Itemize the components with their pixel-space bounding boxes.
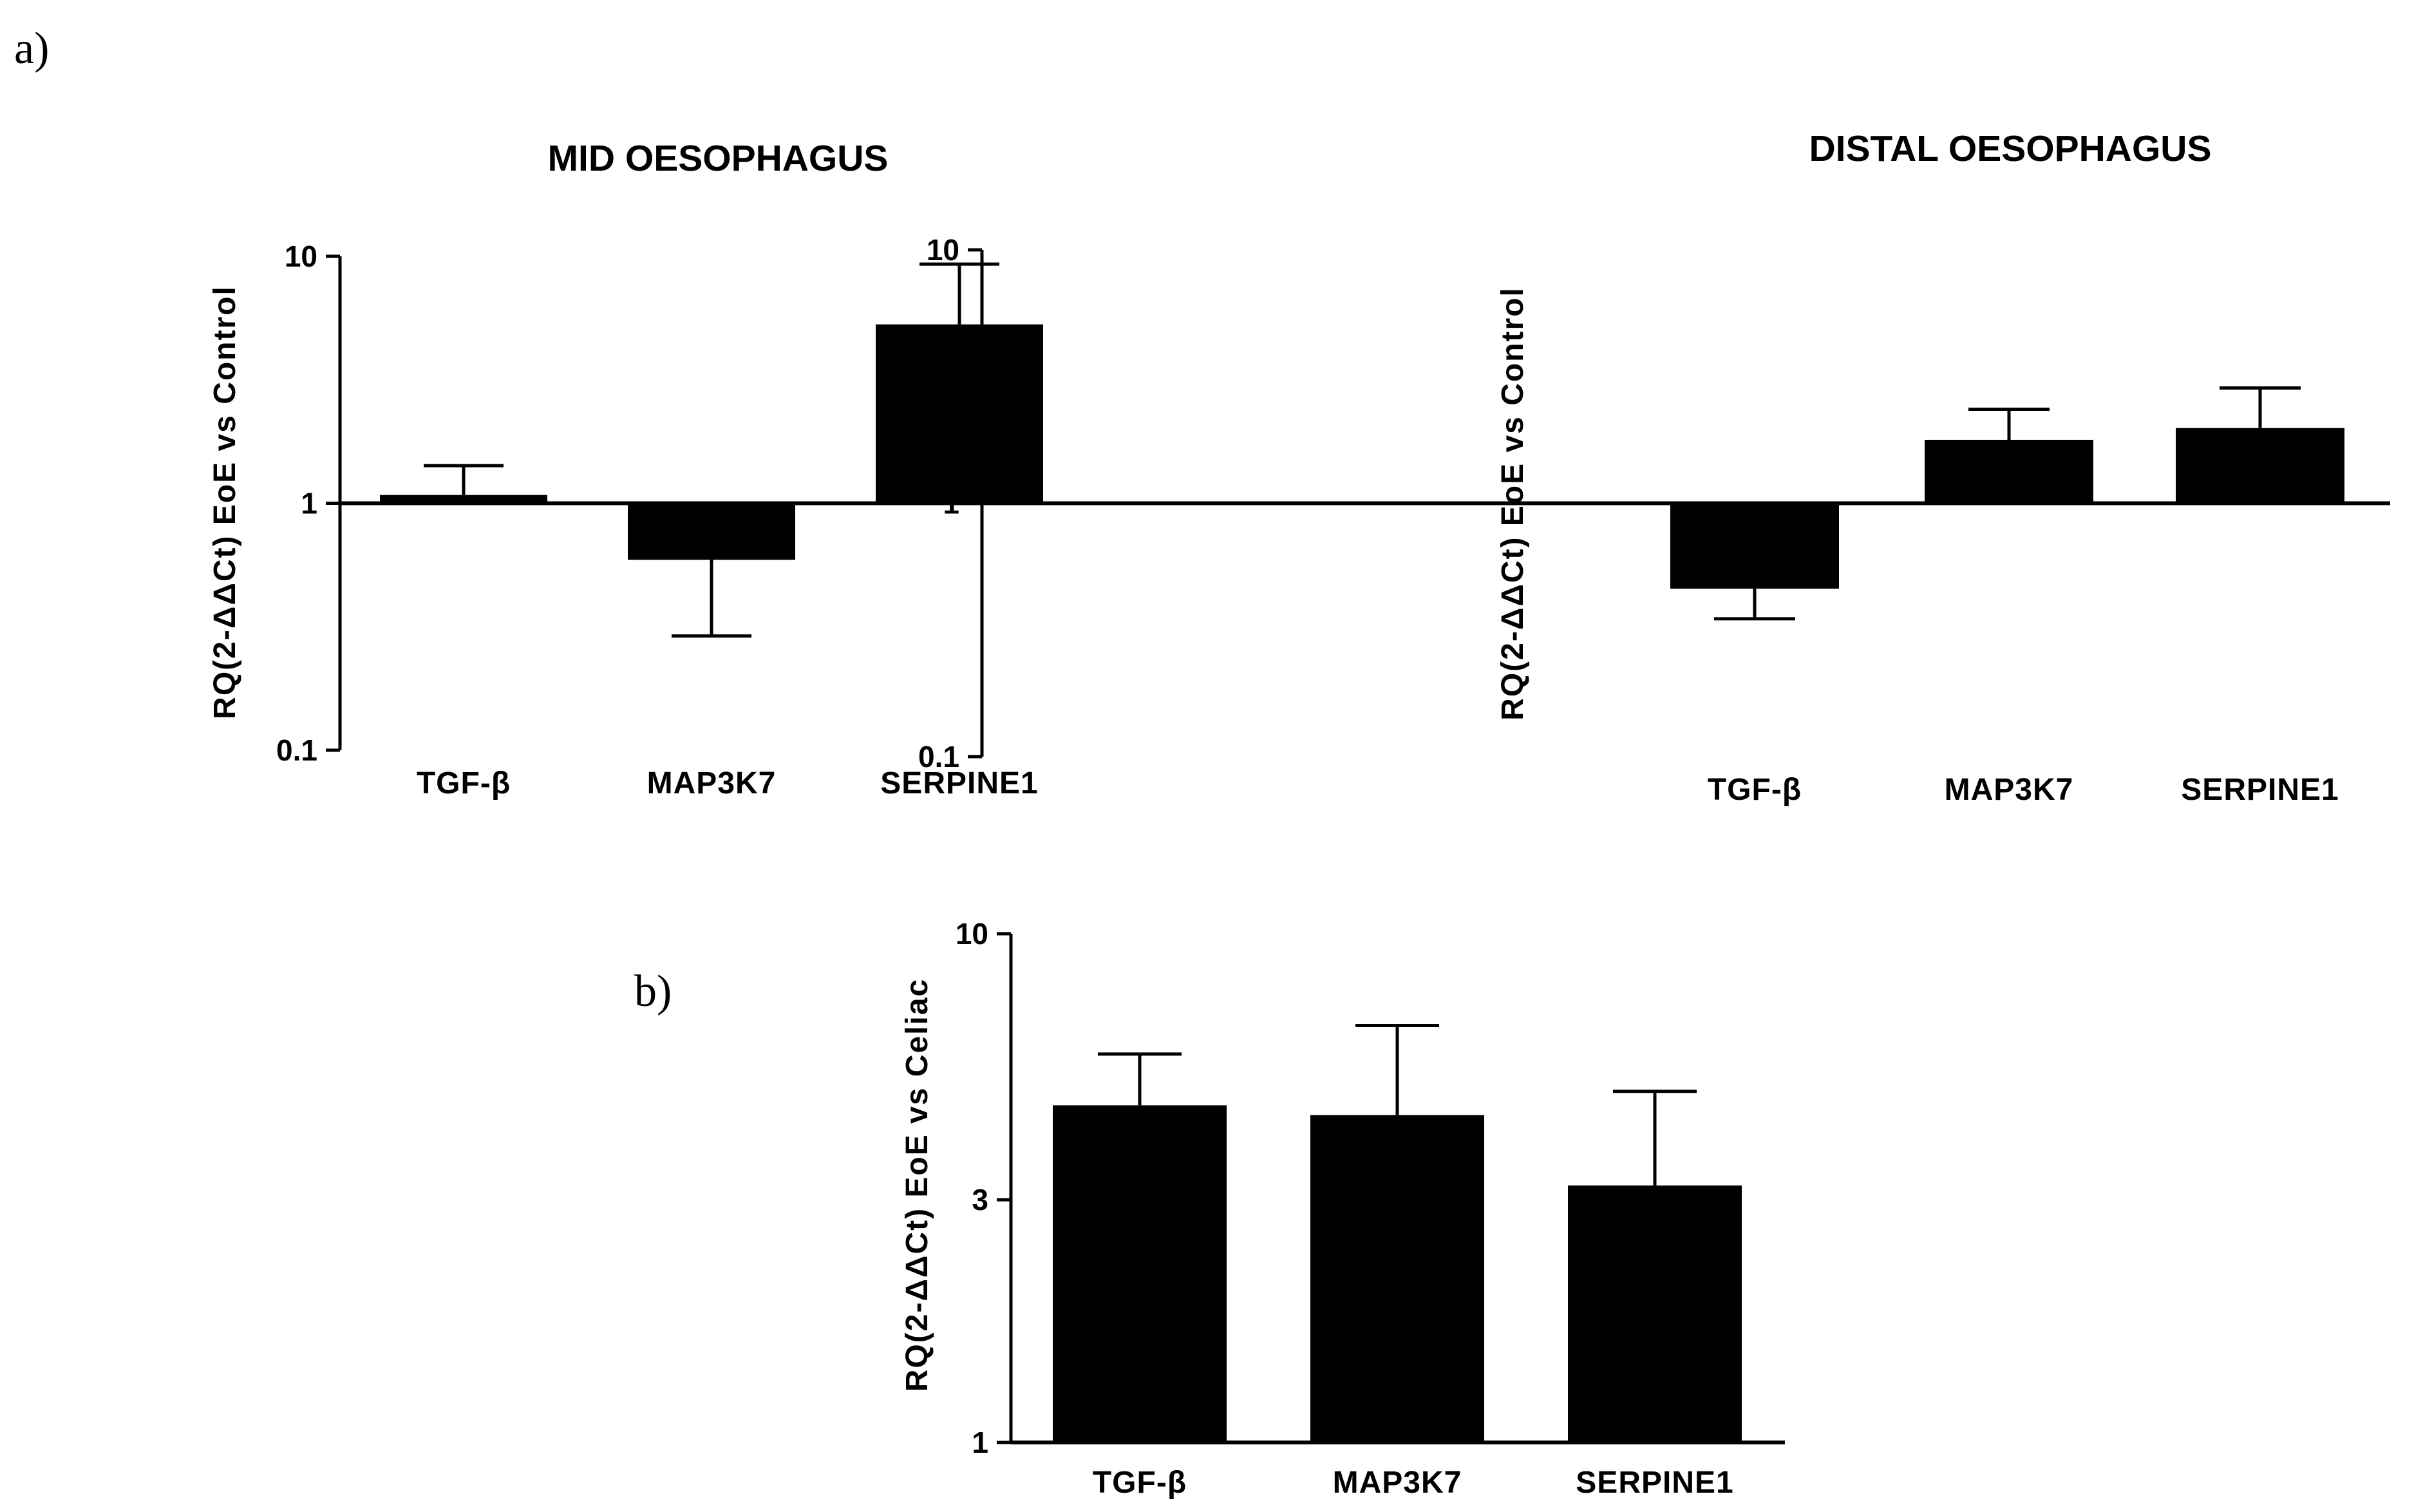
category-label: TGF-β (1708, 773, 1802, 807)
bar (1925, 439, 2093, 504)
bar (628, 503, 795, 560)
y-axis-label: RQ(2-ΔΔCt) EoE vs Control (208, 285, 242, 719)
panel-label-a: a) (14, 24, 49, 73)
chart-title: MID OESOPHAGUS (548, 138, 889, 179)
y-tick-label: 10 (927, 233, 959, 267)
chart-title: DISTAL OESOPHAGUS (1809, 128, 2212, 169)
y-tick-label: 1 (972, 1426, 988, 1459)
y-tick-label: 10 (285, 240, 317, 273)
y-tick-label: 1 (943, 487, 959, 520)
y-tick-label: 3 (972, 1183, 988, 1216)
bar (2176, 428, 2344, 504)
category-label: MAP3K7 (1333, 1466, 1462, 1500)
y-axis-label: RQ(2-ΔΔCt) EoE vs Celiac (900, 978, 934, 1392)
category-label: SERPINE1 (2181, 773, 2339, 807)
category-label: MAP3K7 (1945, 773, 2074, 807)
bar (1053, 1105, 1227, 1442)
chart-celiac: RQ(2-ΔΔCt) EoE vs Celiac 1 3 10 TGF-β MAP3K7 S… (900, 917, 1785, 1500)
chart-mid-oesophagus: MID OESOPHAGUS RQ(2-ΔΔCt) EoE vs Control 0… (208, 138, 1091, 800)
bar (1310, 1115, 1484, 1442)
category-label: SERPINE1 (880, 766, 1038, 800)
category-label: TGF-β (417, 766, 511, 800)
y-tick-label: 10 (956, 917, 988, 950)
bar (876, 324, 1043, 504)
category-label: SERPINE1 (1576, 1466, 1733, 1500)
bar (380, 495, 547, 504)
y-tick-label: 0.1 (918, 740, 959, 773)
category-label: TGF-β (1093, 1466, 1187, 1500)
y-tick-label: 0.1 (276, 733, 317, 767)
y-tick-label: 1 (301, 487, 317, 520)
bar (1670, 503, 1839, 589)
bar (1568, 1185, 1742, 1442)
category-label: MAP3K7 (647, 766, 777, 800)
panel-label-b: b) (634, 967, 672, 1016)
